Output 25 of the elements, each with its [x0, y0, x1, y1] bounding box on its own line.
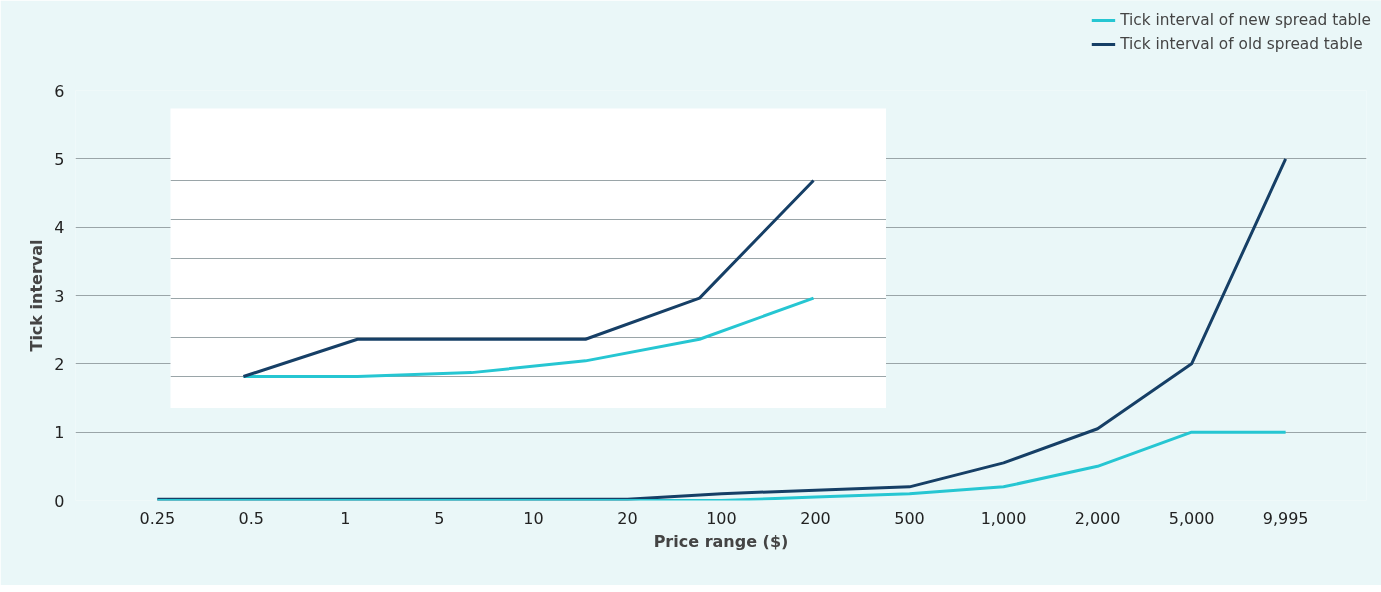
x-tick-label: 200 [800, 508, 831, 528]
x-tick-label: 9,995 [1262, 508, 1309, 528]
y-tick-label: 2 [54, 354, 65, 374]
y-axis-title: Tick interval [27, 239, 47, 352]
y-tick-label: 1 [54, 423, 65, 443]
y-tick-label: 0 [54, 491, 65, 511]
x-tick-label: 500 [894, 508, 925, 528]
x-tick-label: 0.5 [238, 508, 265, 528]
x-tick-label: 20 [617, 508, 638, 528]
x-tick-label: 100 [706, 508, 737, 528]
x-tick-label: 1 [340, 508, 351, 528]
x-axis-title: Price range ($) [653, 531, 789, 551]
line-series [155, 430, 1288, 501]
y-tick-label: 3 [54, 286, 65, 306]
legend-label: Tick interval of new spread table [1120, 11, 1371, 29]
x-tick-label: 10 [523, 508, 544, 528]
x-tick-label: 2,000 [1074, 508, 1121, 528]
x-tick-label: 5 [434, 508, 445, 528]
x-tick-label: 5,000 [1168, 508, 1215, 528]
legend-label: Tick interval of old spread table [1120, 35, 1363, 53]
x-tick-label: 1,000 [980, 508, 1027, 528]
y-tick-label: 5 [54, 149, 65, 169]
y-tick-label: 4 [54, 218, 65, 238]
x-tick-label: 0.25 [139, 508, 176, 528]
y-tick-label: 6 [54, 81, 65, 101]
